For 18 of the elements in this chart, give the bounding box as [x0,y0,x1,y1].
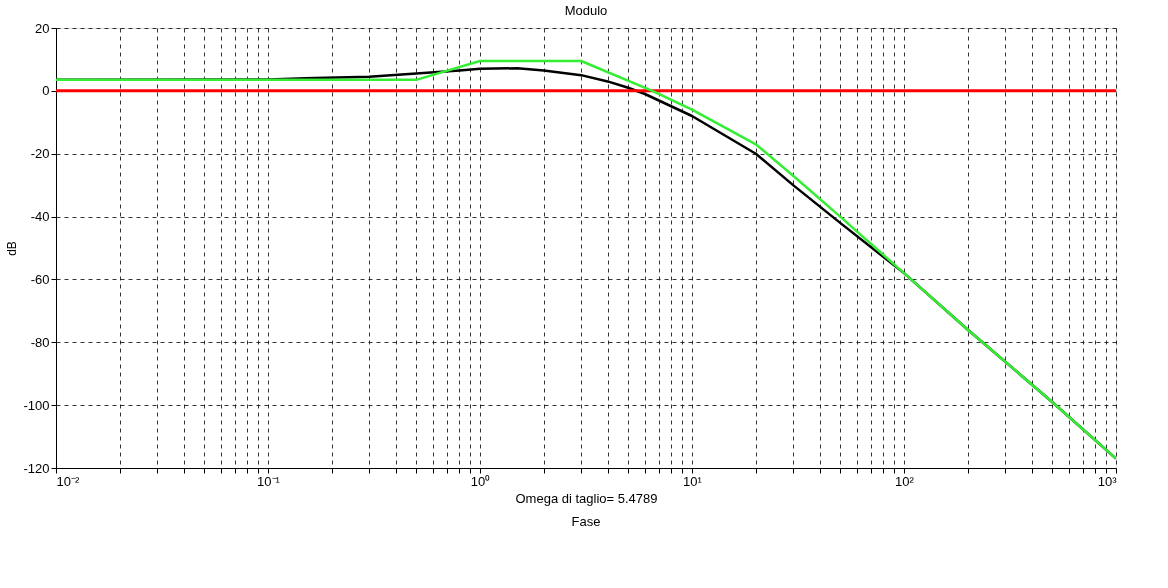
y-tick-label: -20 [30,146,50,162]
chart-title: Modulo [564,3,608,18]
y-tick-label: -100 [23,397,50,413]
x-axis-title: Omega di taglio= 5.4789 [515,490,658,506]
y-tick-label: -60 [30,271,50,287]
x-tick-label: 10⁻² [56,473,80,489]
x-tick-label: 10⁰ [470,473,491,489]
x-tick-label: 10² [895,473,915,489]
y-tick-label: -40 [30,209,50,225]
y-tick-label: 0 [42,83,50,99]
x-tick-label: 10⁻¹ [257,473,281,489]
y-tick-label: 20 [35,20,50,36]
y-axis-title: dB [5,241,20,256]
y-tick-label: -80 [30,334,50,350]
x-tick-label: 10³ [1097,473,1118,489]
x-tick-label: 10¹ [683,473,703,489]
text: Fase [571,514,601,529]
y-tick-label: -120 [23,460,50,476]
